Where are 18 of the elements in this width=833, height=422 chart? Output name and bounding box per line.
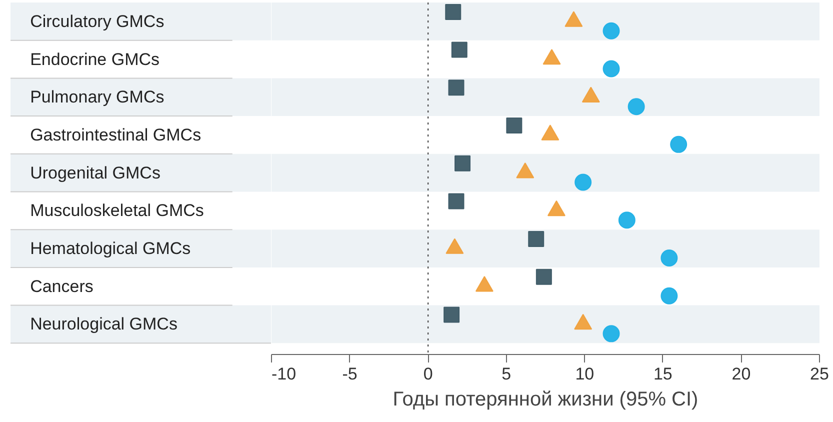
x-tick-label: -5 [342,364,358,384]
y-tick-label: Cancers [30,276,94,296]
y-tick-label: Neurological GMCs [30,314,178,334]
y-tick-label: Musculoskeletal GMCs [30,201,204,220]
x-tick-label: 15 [653,364,672,384]
x-tick-label: 10 [575,364,594,384]
y-tick-label: Pulmonary GMCs [30,88,164,107]
x-tick-label: -10 [272,364,296,384]
y-tick-label: Urogenital GMCs [30,163,160,182]
y-tick-label: Endocrine GMCs [30,50,160,69]
y-tick-label: Circulatory GMCs [30,12,164,31]
y-tick-label: Hematological GMCs [30,239,191,258]
x-tick-label: 20 [732,364,751,384]
x-tick-label: 5 [502,364,512,384]
y-tick-label: Gastrointestinal GMCs [30,125,202,144]
x-axis-title: Годы потерянной жизни (95% CI) [392,388,698,410]
x-tick-label: 25 [810,364,829,384]
x-tick-label: 0 [423,364,433,384]
